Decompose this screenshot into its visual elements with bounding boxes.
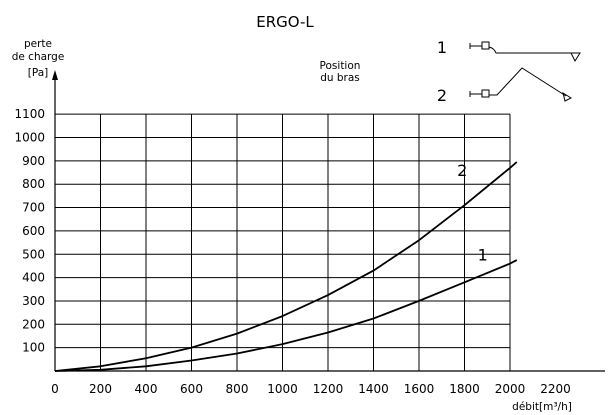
legend-entry-1-label: 1 — [437, 38, 447, 57]
y-tick-label: 600 — [22, 224, 45, 238]
chart-title: ERGO-L — [256, 13, 314, 31]
legend-title-line-2: du bras — [320, 72, 360, 84]
x-tick-labels: 0 200 400 600 800 1000 1200 1400 1600 1800 2000 220… — [51, 382, 571, 396]
legend-entry-2-label: 2 — [437, 86, 447, 105]
y-tick-label: 1000 — [14, 131, 45, 145]
series-1-label: 1 — [478, 245, 488, 264]
series-2-label: 2 — [457, 161, 467, 180]
x-tick-label: 1400 — [358, 382, 389, 396]
y-tick-label: 900 — [22, 154, 45, 168]
y-tick-label: 200 — [22, 317, 45, 331]
x-tick-label: 1200 — [313, 382, 344, 396]
x-tick-label: 600 — [180, 382, 203, 396]
x-tick-label: 1000 — [267, 382, 298, 396]
x-axis-title: débit[m³/h] — [512, 401, 572, 413]
arm-bent-icon — [469, 67, 573, 102]
y-tick-label: 700 — [22, 201, 45, 215]
y-tick-labels: 100 200 300 400 500 600 700 800 900 1000 1100 — [14, 107, 45, 355]
y-axis-title: perte de charge [Pa] — [12, 38, 65, 79]
x-tick-label: 800 — [226, 382, 249, 396]
arm-position-legend: Position du bras 1 2 — [320, 38, 581, 105]
x-tick-label: 1600 — [404, 382, 435, 396]
arm-straight-icon — [469, 41, 581, 63]
x-tick-label: 2200 — [540, 382, 571, 396]
series-lines — [54, 161, 518, 372]
y-axis-title-line-1: perte — [24, 38, 52, 50]
x-tick-label: 200 — [89, 382, 112, 396]
y-tick-label: 300 — [22, 294, 45, 308]
y-tick-label: 400 — [22, 271, 45, 285]
grid — [55, 113, 511, 371]
series-labels: 12 — [457, 161, 488, 264]
y-axis-title-line-3: [Pa] — [28, 67, 49, 79]
y-tick-label: 500 — [22, 247, 45, 261]
y-tick-label: 1100 — [14, 107, 45, 121]
x-tick-label: 0 — [51, 382, 59, 396]
x-tick-label: 2000 — [495, 382, 526, 396]
series-2-line — [54, 161, 518, 372]
y-axis-title-line-2: de charge — [12, 51, 65, 63]
legend-title-line-1: Position — [320, 60, 361, 72]
y-tick-label: 100 — [22, 341, 45, 355]
y-axis-arrow — [52, 70, 58, 80]
x-tick-label: 400 — [135, 382, 158, 396]
series-1-line — [54, 259, 518, 372]
x-tick-label: 1800 — [449, 382, 480, 396]
axes — [52, 70, 605, 372]
y-tick-label: 800 — [22, 177, 45, 191]
